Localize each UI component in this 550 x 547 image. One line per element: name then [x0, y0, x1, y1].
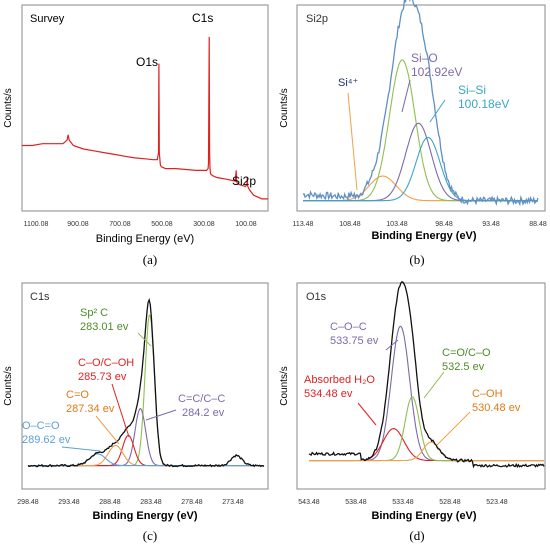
si-si-label: Si–Si: [458, 83, 486, 97]
panel-c-ylabel: Counts/s: [3, 366, 14, 405]
sp2c-label: Sp² C: [80, 307, 108, 319]
panel-a-xtick: 900.08: [67, 221, 89, 228]
si4-label: Si⁴⁺: [338, 77, 359, 89]
o1s-fit-curves: [308, 281, 545, 469]
c-eq-o-leader-line: [95, 415, 120, 445]
si-o-leader-line: [401, 79, 411, 113]
si-o-energy-label: 102.92eV: [411, 65, 462, 79]
panel-b-frame: [296, 4, 546, 212]
panel-a-frame: [21, 4, 269, 212]
o1s-peak-label: O1s: [136, 55, 158, 69]
panel-b-xtick: 98.48: [435, 221, 453, 228]
panel-a-xtick: 700.08: [109, 221, 131, 228]
si4-leader-line: [347, 92, 358, 191]
panel-a-ylabel: Counts/s: [3, 88, 14, 127]
panel-c-xtick: 273.48: [222, 499, 244, 506]
sp2c-energy-label: 283.01 ev: [80, 321, 129, 333]
c1s-peak-label: C1s: [192, 11, 213, 25]
panel-b-xlabel: Binding Energy (eV): [371, 230, 476, 242]
o-c-eq-o-label: O–C=O: [22, 420, 60, 432]
c-o-c-oh-label: C–O/C–OH: [78, 357, 134, 369]
c-eq-c-leader-line: [145, 409, 177, 421]
panel-d-title: O1s: [306, 291, 327, 303]
c-eq-o-c-o-energy-label: 532.5 ev: [442, 361, 485, 373]
panel-d-xtick: 523.48: [486, 499, 508, 506]
panel-b-ylabel: Counts/s: [279, 88, 290, 127]
c-oh-leader-line: [436, 411, 471, 446]
panel-a-xtick: 100.08: [235, 221, 257, 228]
panel-a-caption: (a): [143, 252, 157, 267]
si-si-energy-label: 100.18eV: [458, 97, 509, 111]
panel-c-xtick: 278.48: [181, 499, 203, 506]
c-o-leader-line: [111, 383, 130, 438]
panel-c-xtick: 288.48: [99, 499, 121, 506]
panel-b-title: Si2p: [306, 13, 328, 25]
h2o-leader-line: [357, 402, 377, 426]
survey-spectrum-line: [22, 36, 268, 200]
panel-d-xtick: 543.48: [298, 499, 320, 506]
raw-spectrum-line: [302, 0, 539, 207]
raw-spectrum-line: [308, 281, 545, 469]
panel-d: O1s Counts/s Binding Energy (eV) (d) 543…: [279, 281, 546, 543]
panel-d-xtick: 533.48: [392, 499, 414, 506]
panel-a: Survey Counts/s Binding Energy (eV) (a) …: [3, 4, 269, 267]
si2p-peak-label: Si2p: [232, 174, 256, 188]
panel-b-xtick: 103.48: [386, 221, 408, 228]
panel-a-xlabel: Binding Energy (eV): [96, 233, 194, 245]
panel-c-xtick: 283.48: [140, 499, 162, 506]
o-c-eq-o-energy-label: 289.62 ev: [22, 434, 71, 446]
panel-a-title: Survey: [30, 13, 65, 25]
c-eq-c-energy-label: 284.2 ev: [182, 407, 225, 419]
c-oh-energy-label: 530.48 ev: [472, 402, 521, 414]
si2p-fit-curves: [302, 0, 539, 207]
c-eq-o-label: C=O: [66, 389, 89, 401]
c-o-c-energy-label: 533.75 ev: [330, 335, 379, 347]
panel-a-xtick: 300.08: [193, 221, 215, 228]
si-si-leader-line: [429, 99, 446, 123]
c-eq-o-energy-label: 287.34 ev: [66, 403, 115, 415]
panel-d-xlabel: Binding Energy (eV): [371, 510, 476, 522]
panel-b: Si2p Counts/s Binding Energy (eV) (b) 11…: [279, 0, 547, 267]
o-c-eq-o-leader-line: [61, 446, 101, 452]
c1s-fit-curves: [27, 297, 265, 468]
c-o-c-oh-energy-label: 285.73 ev: [78, 371, 127, 383]
c-eq-c-label: C=C/C–C: [178, 393, 225, 405]
c-eq-o-c-o-leader-line: [423, 371, 445, 399]
panel-b-xtick: 113.48: [293, 221, 314, 228]
panel-a-xtick: 1100.08: [24, 221, 49, 228]
panel-d-frame: [296, 282, 546, 490]
panel-d-xtick: 528.48: [439, 499, 461, 506]
panel-c-xlabel: Binding Energy (eV): [92, 510, 197, 522]
panel-b-xtick: 108.48: [339, 221, 361, 228]
h2o-label: Absorbed H₂O: [304, 374, 375, 386]
panel-c-xtick: 293.48: [58, 499, 80, 506]
panel-d-xtick: 538.48: [345, 499, 367, 506]
panel-c-title: C1s: [30, 291, 50, 303]
panel-d-ylabel: Counts/s: [279, 366, 290, 405]
h2o-energy-label: 534.48 ev: [304, 388, 353, 400]
si-o-label: Si–O: [411, 51, 438, 65]
panel-c-xtick: 298.48: [17, 499, 39, 506]
c-eq-o-c-o-label: C=O/C–O: [442, 347, 491, 359]
panel-c: C1s Counts/s Binding Energy (eV) (c) 298…: [3, 282, 269, 543]
c-oh-label: C–OH: [472, 388, 503, 400]
panel-c-frame: [21, 282, 269, 490]
fit-component-curve: [309, 441, 544, 462]
panel-c-caption: (c): [143, 528, 157, 543]
sp2c-leader-line: [137, 332, 152, 347]
panel-b-xtick: 93.48: [482, 221, 500, 228]
raw-spectrum-line: [27, 297, 265, 468]
panel-b-caption: (b): [409, 252, 424, 267]
c-o-c-leader-line: [385, 339, 399, 351]
panel-d-caption: (d): [409, 528, 424, 543]
panel-b-xtick: 88.48: [529, 221, 547, 228]
c-o-c-label: C–O–C: [330, 321, 367, 333]
panel-a-xtick: 500.08: [151, 221, 173, 228]
